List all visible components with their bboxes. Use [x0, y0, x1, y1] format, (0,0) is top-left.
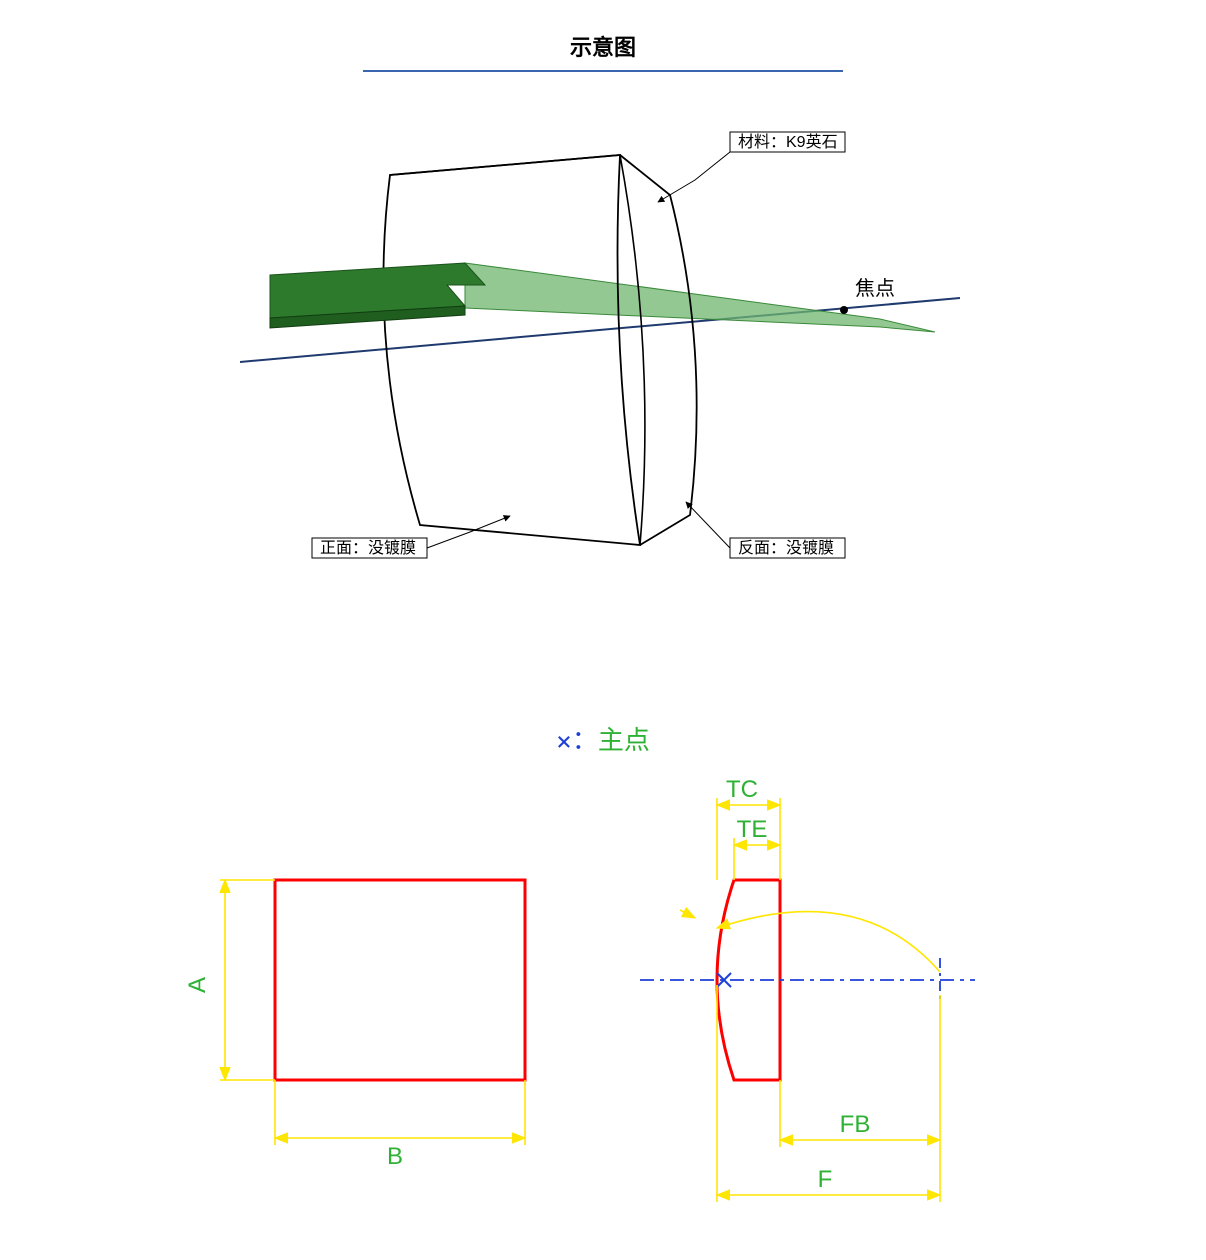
- title-underline: [363, 70, 843, 72]
- legend-sep: ：: [572, 725, 598, 755]
- callout-back-label: 反面：没镀膜: [738, 539, 834, 557]
- dim-TE-label: TE: [737, 816, 768, 843]
- dimension-FB: FB: [780, 995, 940, 1202]
- dim-B-label: B: [387, 1143, 403, 1170]
- dimension-F: F: [717, 985, 940, 1202]
- radius-indicator: [717, 912, 940, 972]
- diagram-2d: A B TC TE FB: [120, 760, 1080, 1260]
- dim-F-label: F: [818, 1166, 833, 1193]
- focus-label: 焦点: [855, 277, 895, 300]
- callout-material-label: 材料：K9英石: [738, 133, 838, 151]
- dim-TC-label: TC: [726, 776, 758, 803]
- lens-top-edge: [390, 155, 620, 175]
- lens-front-face: [383, 155, 640, 545]
- dim-FB-label: FB: [840, 1111, 871, 1138]
- dimension-B: B: [275, 1080, 525, 1170]
- legend: ×：主点: [556, 720, 650, 757]
- principal-point-cross: [717, 973, 731, 987]
- legend-symbol: ×: [556, 727, 572, 757]
- focus-point: [840, 306, 848, 314]
- page-title: 示意图: [363, 30, 843, 62]
- callout-back: 反面：没镀膜: [686, 502, 845, 558]
- diagram-3d: 焦点 材料：K9英石 反面：没镀膜 正面：没镀膜: [240, 120, 960, 600]
- callout-material: 材料：K9英石: [658, 132, 845, 202]
- radius-small-tick: [680, 910, 695, 918]
- callout-front: 正面：没镀膜: [312, 516, 510, 558]
- callout-front-label: 正面：没镀膜: [320, 539, 416, 557]
- dim-A-label: A: [184, 977, 211, 993]
- legend-text: 主点: [598, 725, 650, 755]
- dimension-TE: TE: [734, 816, 780, 880]
- dimension-A: A: [184, 880, 275, 1080]
- front-view-rect: [275, 880, 525, 1080]
